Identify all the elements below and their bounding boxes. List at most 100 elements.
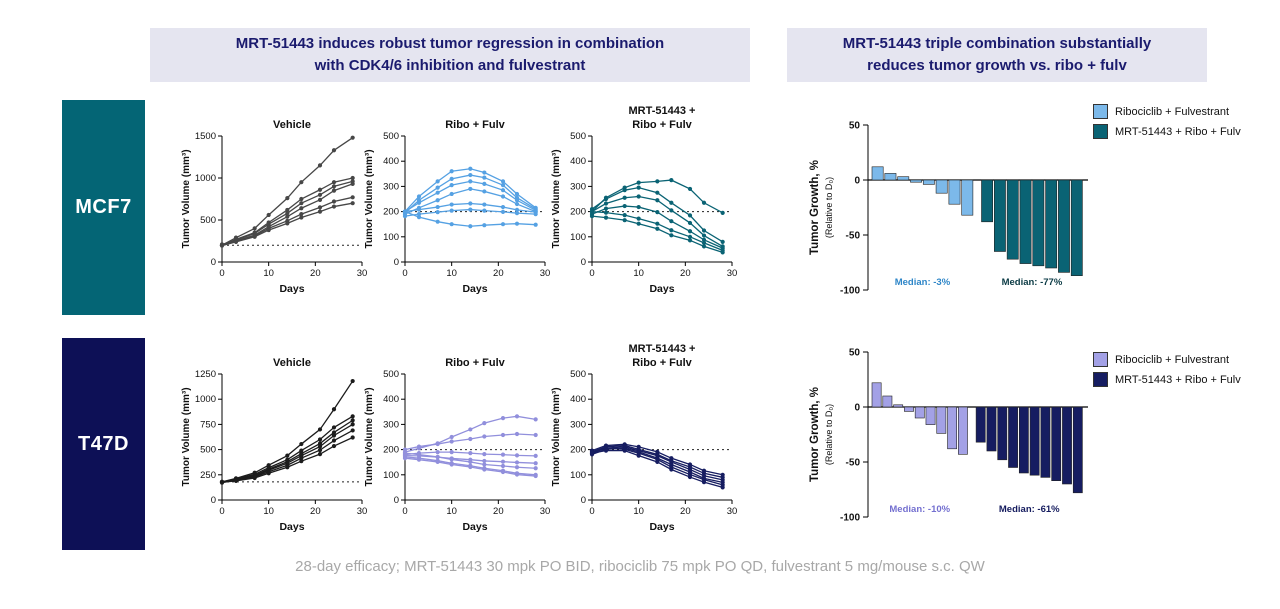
svg-text:20: 20 [680,506,691,517]
svg-text:200: 200 [570,207,586,218]
svg-text:500: 500 [570,131,586,142]
svg-text:10: 10 [633,506,644,517]
left-header-line2: with CDK4/6 inhibition and fulvestrant [314,57,586,74]
svg-text:300: 300 [383,419,399,430]
svg-text:Median: -77%: Median: -77% [1002,277,1063,288]
legend-swatch-icon [1093,104,1108,119]
svg-text:1000: 1000 [195,173,216,184]
svg-text:10: 10 [446,268,457,279]
chart-mcf7-ribo-fulv: Ribo + Fulv 0 100 200 300 400 500 0 10 20 30 Days Tu… [361,102,553,300]
svg-text:0: 0 [854,403,860,414]
svg-text:200: 200 [383,207,399,218]
svg-text:50: 50 [849,121,861,132]
chart-t47d-ribo-fulv: Ribo + Fulv 0 100 200 300 400 500 0 10 20 30 Days Tu… [361,340,553,538]
chart-mcf7-waterfall: 50 0 -50 -100 Median: -3% Median: -77% Tumor G… [806,95,1096,310]
svg-text:0: 0 [402,506,407,517]
svg-text:-50: -50 [846,231,861,242]
svg-text:Days: Days [462,521,487,533]
svg-text:300: 300 [570,419,586,430]
svg-text:-100: -100 [840,286,860,297]
svg-text:10: 10 [446,506,457,517]
legend-label: Ribociclib + Fulvestrant [1115,353,1230,366]
svg-text:0: 0 [219,268,224,279]
svg-text:Days: Days [462,283,487,295]
svg-text:400: 400 [383,394,399,405]
chart-mcf7-vehicle: Vehicle 0 500 1000 1500 0 10 20 30 Days Tumor Volu… [178,102,370,300]
svg-text:Ribo + Fulv: Ribo + Fulv [445,357,505,369]
legend-label: MRT-51443 + Ribo + Fulv [1115,373,1241,386]
svg-text:20: 20 [310,268,321,279]
svg-text:100: 100 [383,470,399,481]
svg-text:20: 20 [493,506,504,517]
svg-text:0: 0 [581,257,586,268]
svg-text:MRT-51443 +: MRT-51443 + [629,343,696,355]
t47d-triple-svg: MRT-51443 + Ribo + Fulv 0 100 200 300 400 500 0 1… [551,343,737,533]
svg-text:30: 30 [540,268,551,279]
t47d-ribo-svg: Ribo + Fulv 0 100 200 300 400 500 0 10 20 30 Days Tu… [364,357,550,533]
svg-text:30: 30 [357,268,368,279]
svg-text:0: 0 [211,495,216,506]
mcf7-ribo-svg: Ribo + Fulv 0 100 200 300 400 500 0 10 20 30 Days Tu… [364,119,551,295]
svg-text:Median: -10%: Median: -10% [889,504,950,515]
svg-text:Tumor Volume (mm³): Tumor Volume (mm³) [364,387,375,486]
svg-text:100: 100 [570,470,586,481]
svg-text:100: 100 [570,232,586,243]
svg-text:-50: -50 [846,458,861,469]
svg-text:Vehicle: Vehicle [273,357,311,369]
legend-swatch-icon [1093,124,1108,139]
svg-text:500: 500 [383,131,399,142]
svg-text:750: 750 [200,419,216,430]
svg-text:500: 500 [200,215,216,226]
svg-text:0: 0 [589,268,594,279]
svg-text:250: 250 [200,470,216,481]
svg-text:0: 0 [394,257,399,268]
svg-text:500: 500 [570,369,586,380]
svg-text:30: 30 [357,506,368,517]
svg-text:50: 50 [849,348,861,359]
svg-text:Ribo + Fulv: Ribo + Fulv [632,119,692,131]
svg-text:500: 500 [383,369,399,380]
svg-text:Vehicle: Vehicle [273,119,311,131]
legend-item: MRT-51443 + Ribo + Fulv [1093,124,1275,139]
svg-text:Tumor Growth, %: Tumor Growth, % [809,387,821,482]
svg-text:Median: -61%: Median: -61% [999,504,1060,515]
t47d-waterfall-svg: 50 0 -50 -100 Median: -10% Median: -61% Tumor … [809,348,1088,524]
svg-text:-100: -100 [840,513,860,524]
left-header: MRT-51443 induces robust tumor regressio… [150,28,750,82]
svg-text:Tumor Volume (mm³): Tumor Volume (mm³) [551,149,562,248]
legend-swatch-icon [1093,372,1108,387]
mcf7-waterfall-svg: 50 0 -50 -100 Median: -3% Median: -77% Tumor G… [809,121,1088,297]
svg-text:100: 100 [383,232,399,243]
svg-text:Median: -3%: Median: -3% [895,277,951,288]
legend-item: Ribociclib + Fulvestrant [1093,352,1275,367]
chart-t47d-vehicle: Vehicle 0 250 500 750 1000 1250 0 10 20 30 Days Tumo… [178,340,370,538]
svg-text:10: 10 [263,268,274,279]
svg-text:1500: 1500 [195,131,216,142]
svg-text:200: 200 [383,445,399,456]
svg-text:Tumor Growth, %: Tumor Growth, % [809,160,821,255]
svg-text:Days: Days [279,283,304,295]
svg-text:0: 0 [211,257,216,268]
svg-text:0: 0 [394,495,399,506]
svg-text:10: 10 [263,506,274,517]
svg-text:Tumor Volume (mm³): Tumor Volume (mm³) [364,149,375,248]
left-header-line1: MRT-51443 induces robust tumor regressio… [235,35,665,53]
svg-text:20: 20 [493,268,504,279]
right-header-line2: reduces tumor growth vs. ribo + fulv [867,57,1127,74]
chart-t47d-waterfall: 50 0 -50 -100 Median: -10% Median: -61% Tumor … [806,322,1096,537]
right-header-line1: MRT-51443 triple combination substantial… [842,35,1152,53]
row-label-mcf7: MCF7 [62,100,145,315]
legend-item: Ribociclib + Fulvestrant [1093,104,1275,119]
svg-text:500: 500 [200,445,216,456]
svg-text:30: 30 [727,268,738,279]
svg-text:400: 400 [383,156,399,167]
svg-text:400: 400 [570,156,586,167]
svg-text:Tumor Volume (mm³): Tumor Volume (mm³) [181,149,192,248]
svg-text:Days: Days [649,283,674,295]
mcf7-triple-svg: MRT-51443 + Ribo + Fulv 0 100 200 300 400 500 0 1… [551,105,738,295]
legend-item: MRT-51443 + Ribo + Fulv [1093,372,1275,387]
right-header: MRT-51443 triple combination substantial… [787,28,1207,82]
svg-text:MRT-51443 +: MRT-51443 + [629,105,696,117]
svg-text:300: 300 [383,181,399,192]
